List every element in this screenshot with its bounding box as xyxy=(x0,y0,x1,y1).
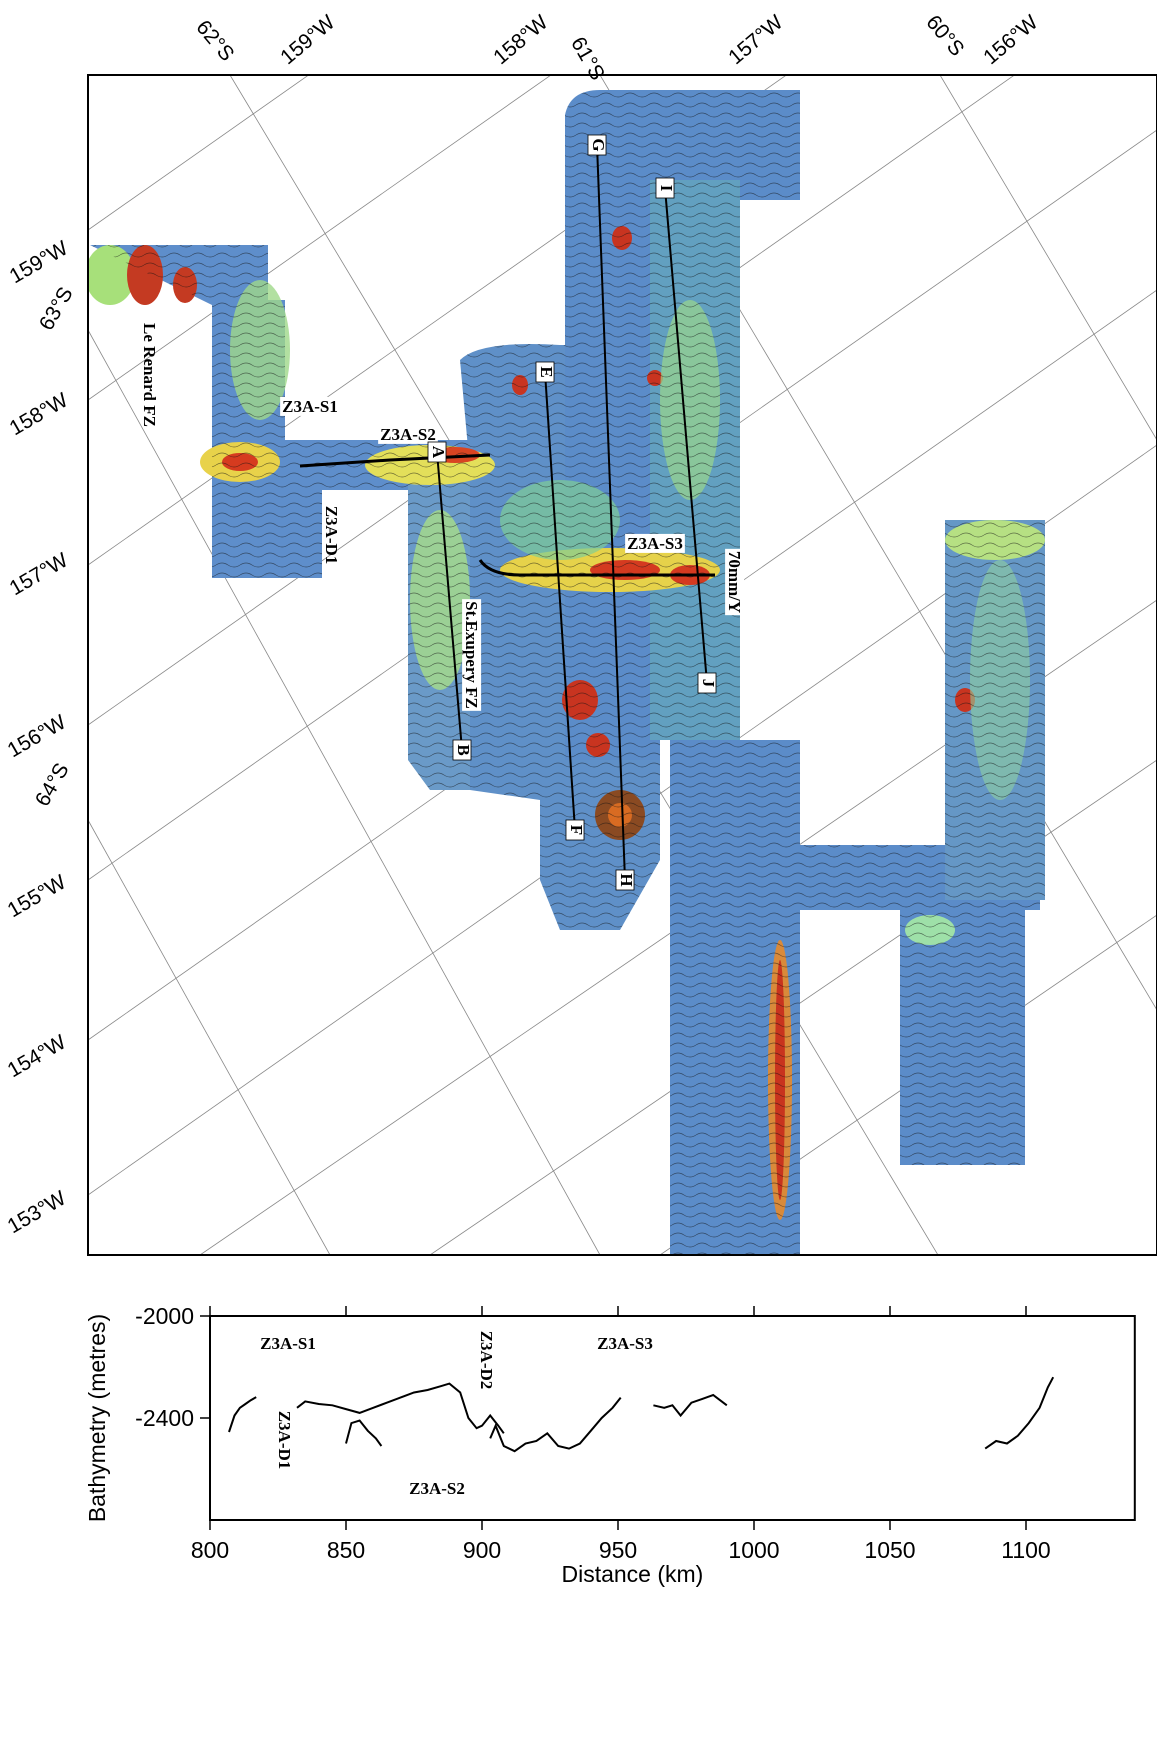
feature-label: Le Renard FZ xyxy=(140,323,159,427)
x-tick-label: 950 xyxy=(599,1537,637,1563)
feature-label: Z3A-S3 xyxy=(627,534,683,553)
x-tick-label: 1100 xyxy=(1001,1537,1050,1563)
x-tick-label: 900 xyxy=(463,1537,501,1563)
feature-label: Z3A-S2 xyxy=(380,425,436,444)
graticule-label: 60°S xyxy=(921,11,968,61)
graticule-label: 61°S xyxy=(566,33,609,84)
profile-annotation: Z3A-S2 xyxy=(409,1479,465,1498)
feature-label: Z3A-S1 xyxy=(282,397,338,416)
profile-letter: H xyxy=(617,873,636,886)
x-tick-label: 800 xyxy=(191,1537,229,1563)
profile-letter: G xyxy=(589,138,608,151)
profile-letter: I xyxy=(657,185,676,192)
x-tick-label: 1050 xyxy=(864,1537,915,1563)
feature-label: Z3A-D1 xyxy=(322,506,341,565)
graticule-label: 157°W xyxy=(724,11,787,69)
graticule-label: 154°W xyxy=(4,1031,70,1083)
y-tick-label: -2400 xyxy=(135,1405,194,1431)
y-axis-label: Bathymetry (metres) xyxy=(84,1314,110,1522)
profile-letter: E xyxy=(537,366,556,377)
feature-label: St.Exupery FZ xyxy=(462,601,481,709)
profile-letter: J xyxy=(699,679,718,688)
graticule-label: 158°W xyxy=(6,389,72,441)
profile-annotation: Z3A-D1 xyxy=(275,1411,294,1470)
x-tick-label: 850 xyxy=(327,1537,365,1563)
profile-letter: B xyxy=(454,744,473,755)
profile-annotation: Z3A-S3 xyxy=(597,1334,653,1353)
graticule-label: 157°W xyxy=(6,549,72,601)
profile-chart: 800 850 900 950 1000 1050 1100 -2000 -2400 Distan… xyxy=(84,1303,1135,1587)
graticule-label: 156°W xyxy=(4,711,70,763)
graticule-label: 156°W xyxy=(979,11,1042,69)
profile-letter: F xyxy=(567,825,586,835)
graticule-label: 159°W xyxy=(276,11,339,69)
figure: 62°S159°W158°W61°S157°W60°S156°W159°W63°… xyxy=(0,0,1157,1740)
graticule-label: 64°S xyxy=(31,759,74,810)
graticule-label: 63°S xyxy=(35,283,78,334)
y-tick-label: -2000 xyxy=(135,1303,194,1329)
profile-annotation: Z3A-S1 xyxy=(260,1334,316,1353)
graticule-label: 158°W xyxy=(489,11,552,69)
x-tick-label: 1000 xyxy=(728,1537,779,1563)
graticule-label: 62°S xyxy=(191,16,238,66)
profile-line xyxy=(229,1377,1053,1451)
x-axis-label: Distance (km) xyxy=(561,1561,703,1587)
graticule-label: 155°W xyxy=(4,871,70,923)
profile-annotation: Z3A-D2 xyxy=(477,1331,496,1390)
feature-label: 70mm/Y xyxy=(725,551,744,613)
plot-frame xyxy=(210,1316,1135,1520)
map-area xyxy=(85,0,1157,1620)
graticule-label: 159°W xyxy=(6,237,72,289)
profile-letter: A xyxy=(429,446,448,459)
graticule-label: 153°W xyxy=(4,1187,70,1239)
